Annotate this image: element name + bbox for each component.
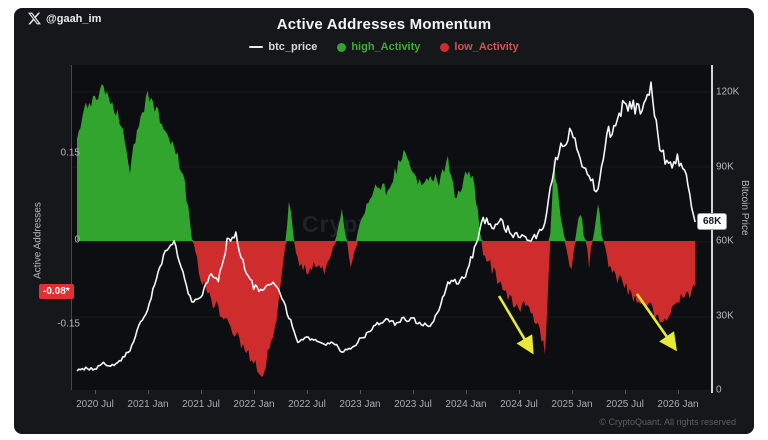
right-axis-title: Bitcoin Price	[739, 180, 750, 236]
legend-item-btc-price[interactable]: btc_price	[249, 41, 317, 53]
green-dot-icon	[337, 42, 347, 52]
x-axis-tickmark	[148, 390, 149, 394]
x-account-handle[interactable]: @gaah_im	[28, 12, 101, 25]
x-axis-tick: 2024 Jul	[500, 399, 538, 410]
handle-text: @gaah_im	[46, 12, 102, 25]
red-dot-icon	[440, 42, 450, 52]
x-axis-tick: 2023 Jan	[339, 399, 381, 410]
low-activity-area	[77, 241, 696, 377]
x-axis-tick: 2025 Jan	[551, 399, 593, 410]
right-axis-tick: 120K	[716, 86, 740, 98]
legend-item-high-activity[interactable]: high_Activity	[337, 41, 420, 53]
right-axis-tick: 90K	[716, 161, 734, 173]
x-axis-tickmark	[413, 390, 414, 394]
x-axis-tickmark	[519, 390, 520, 394]
high-activity-area	[77, 84, 696, 241]
left-axis-title: Active Addresses	[32, 202, 44, 279]
price-current-badge: 68K	[698, 214, 727, 229]
legend-label: btc_price	[268, 41, 318, 53]
x-twitter-icon	[28, 12, 41, 25]
x-axis-tick: 2026 Jan	[657, 399, 699, 410]
x-axis-tickmark	[466, 390, 467, 394]
x-axis-tick: 2024 Jan	[445, 399, 487, 410]
x-axis-tick: 2022 Jan	[233, 399, 275, 410]
x-axis-tick: 2021 Jan	[127, 399, 169, 410]
x-axis-tickmark	[307, 390, 308, 394]
x-axis-tickmark	[95, 390, 96, 394]
x-axis-tickmark	[254, 390, 255, 394]
legend-item-low-activity[interactable]: low_Activity	[440, 41, 519, 53]
annotation-arrow	[635, 293, 677, 352]
x-axis-tickmark	[572, 390, 573, 394]
left-axis-tick: -0.15	[57, 318, 80, 330]
right-axis-line	[711, 65, 713, 393]
x-axis-tickmark	[360, 390, 361, 394]
legend-label: low_Activity	[454, 41, 519, 53]
x-axis-tickmark	[625, 390, 626, 394]
right-axis-tick: 0	[716, 384, 722, 396]
x-axis-tick: 2023 Jul	[394, 399, 432, 410]
annotation-arrow	[497, 295, 534, 355]
chart-card: @gaah_im Active Addresses Momentum btc_p…	[14, 8, 754, 434]
copyright-text: © CryptoQuant. All rights reserved	[599, 417, 736, 427]
x-axis-tickmark	[678, 390, 679, 394]
x-axis-tick: 2022 Jul	[288, 399, 326, 410]
btc-price-line	[76, 81, 696, 372]
right-axis-tick: 30K	[716, 310, 734, 322]
legend: btc_price high_Activity low_Activity	[14, 41, 754, 53]
line-marker-icon	[249, 46, 264, 48]
x-axis-tick: 2025 Jul	[606, 399, 644, 410]
left-axis-tick: 0.15	[60, 147, 80, 159]
x-axis-tick: 2021 Jul	[182, 399, 220, 410]
chart-title: Active Addresses Momentum	[276, 16, 492, 33]
left-axis-line	[71, 65, 72, 390]
legend-label: high_Activity	[351, 41, 421, 53]
left-axis-tick: 0	[74, 234, 80, 246]
chart-canvas	[71, 81, 711, 377]
right-axis-tick: 60K	[716, 235, 734, 247]
x-axis-tick: 2020 Jul	[76, 399, 114, 410]
momentum-current-badge: -0.08*	[39, 284, 74, 299]
x-axis-tickmark	[201, 390, 202, 394]
